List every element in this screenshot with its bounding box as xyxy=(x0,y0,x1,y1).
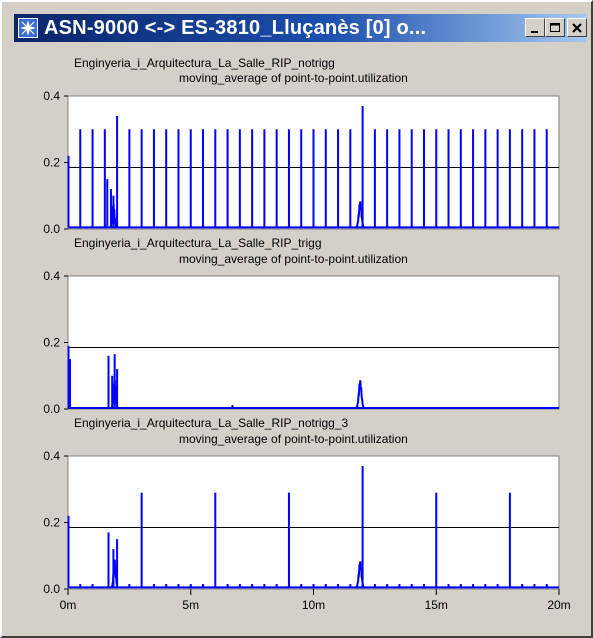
plot-frame-2 xyxy=(67,275,560,410)
star-icon xyxy=(18,18,38,38)
chart-title-1: Enginyeria_i_Arquitectura_La_Salle_RIP_n… xyxy=(74,56,335,70)
x-tick-label: 20m xyxy=(547,598,570,612)
minimize-icon xyxy=(531,30,538,33)
series-bump xyxy=(355,380,365,409)
y-tick-label: 0.0 xyxy=(43,222,60,236)
y-tick-label: 0.2 xyxy=(43,516,60,530)
title-bar[interactable]: ASN-9000 <-> ES-3810_Lluçanès [0] o... xyxy=(14,14,587,42)
chart-subtitle-3: moving_average of point-to-point.utiliza… xyxy=(179,432,408,446)
close-icon xyxy=(572,22,582,33)
y-tick-label: 0.0 xyxy=(43,582,60,596)
maximize-button[interactable] xyxy=(545,18,565,37)
x-tick-label: 5m xyxy=(182,598,199,612)
window-title: ASN-9000 <-> ES-3810_Lluçanès [0] o... xyxy=(44,17,427,39)
y-tick-label: 0.4 xyxy=(43,269,60,283)
chart-subtitle-1: moving_average of point-to-point.utiliza… xyxy=(179,71,408,85)
minimize-button[interactable] xyxy=(525,18,545,37)
maximize-icon xyxy=(550,22,560,32)
plot-frame-3 xyxy=(67,455,560,590)
x-tick-label: 10m xyxy=(302,598,325,612)
close-button[interactable] xyxy=(567,18,587,37)
chart-title-2: Enginyeria_i_Arquitectura_La_Salle_RIP_t… xyxy=(74,236,322,250)
charts-canvas: Enginyeria_i_Arquitectura_La_Salle_RIP_n… xyxy=(43,56,570,612)
y-tick-label: 0.4 xyxy=(43,449,60,463)
chart-title-3: Enginyeria_i_Arquitectura_La_Salle_RIP_n… xyxy=(74,416,349,430)
y-tick-label: 0.4 xyxy=(43,89,60,103)
y-tick-label: 0.2 xyxy=(43,336,60,350)
x-tick-label: 15m xyxy=(425,598,448,612)
y-tick-label: 0.0 xyxy=(43,402,60,416)
x-tick-label: 0m xyxy=(60,598,77,612)
chart-subtitle-2: moving_average of point-to-point.utiliza… xyxy=(179,252,408,266)
y-tick-label: 0.2 xyxy=(43,156,60,170)
plot-area: Enginyeria_i_Arquitectura_La_Salle_RIP_n… xyxy=(14,44,587,632)
